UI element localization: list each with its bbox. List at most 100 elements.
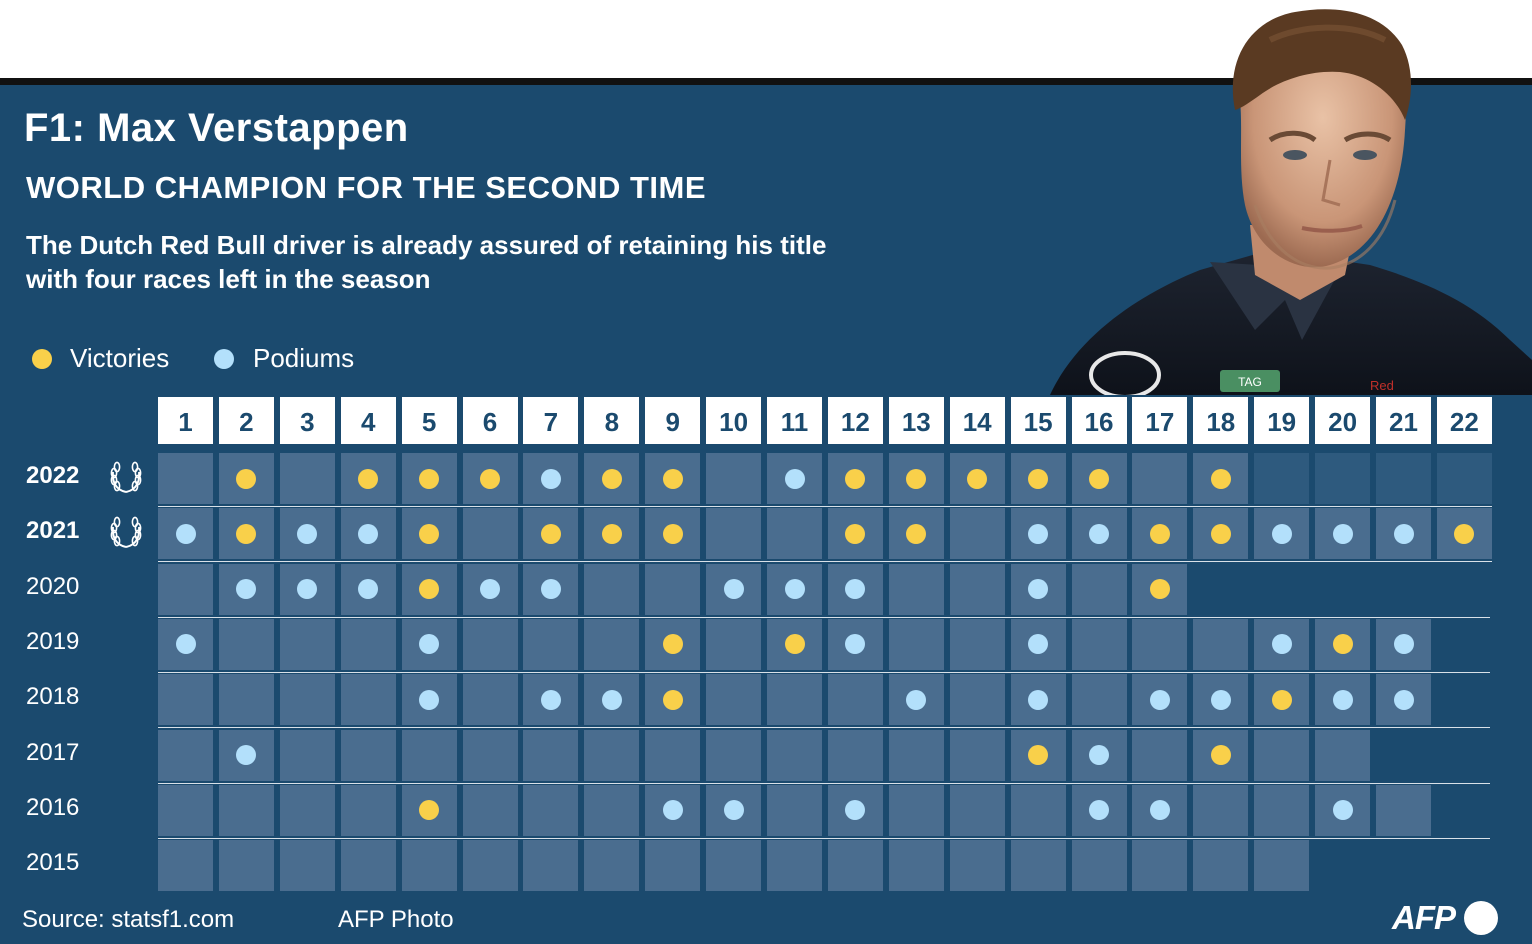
race-header: 15 — [1010, 397, 1066, 444]
podium-dot — [1028, 689, 1049, 710]
race-cell — [888, 618, 944, 670]
race-cell — [888, 840, 944, 892]
race-header: 5 — [401, 397, 457, 444]
legend-podium-dot — [214, 349, 234, 369]
victory-dot — [236, 468, 257, 489]
year-label: 2016 — [26, 793, 80, 821]
victory-dot — [1210, 745, 1231, 765]
podium-dot — [1393, 523, 1414, 544]
afp-logo-circle — [1464, 901, 1498, 935]
row-separator — [158, 837, 1490, 839]
race-cell — [158, 784, 213, 836]
page-title: F1: Max Verstappen — [24, 106, 409, 150]
race-cell — [462, 508, 518, 560]
race-header: 6 — [462, 397, 518, 444]
podium-dot — [1149, 800, 1170, 821]
afp-logo: AFP — [1392, 897, 1510, 941]
podium-dot — [175, 523, 196, 544]
podium-dot — [540, 468, 561, 489]
description-line-2: with four races left in the season — [26, 264, 431, 294]
victory-dot — [845, 523, 866, 544]
race-cell — [1193, 618, 1249, 670]
race-cell — [1132, 729, 1188, 781]
year-label: 2019 — [26, 627, 80, 655]
top-rule — [0, 78, 1532, 85]
race-cell — [584, 729, 640, 781]
victory-dot — [906, 468, 927, 489]
victory-dot — [662, 634, 683, 655]
race-cell — [462, 840, 518, 892]
laurel-wreath-icon — [110, 461, 142, 493]
race-cell — [1376, 784, 1431, 836]
race-cell — [158, 674, 213, 726]
race-cell — [584, 840, 640, 892]
race-cell — [949, 563, 1005, 615]
victory-dot — [1149, 579, 1170, 600]
podium-dot — [1149, 689, 1170, 710]
race-cell — [279, 840, 335, 892]
podium-dot — [601, 689, 622, 710]
race-header: 2 — [218, 397, 274, 444]
race-cell — [340, 840, 396, 892]
svg-text:TAG: TAG — [1238, 375, 1262, 389]
victory-dot — [1332, 634, 1353, 655]
victory-dot — [662, 689, 683, 710]
victory-dot — [845, 468, 866, 489]
podium-dot — [1089, 800, 1109, 821]
victory-dot — [1089, 468, 1109, 489]
race-cell — [218, 784, 274, 836]
legend-victory-label: Victories — [70, 343, 170, 373]
afp-logo-text: AFP — [1392, 899, 1456, 936]
race-header: 3 — [279, 397, 335, 444]
page-subtitle: WORLD CHAMPION FOR THE SECOND TIME — [26, 170, 707, 205]
race-header: 4 — [340, 397, 396, 444]
victory-dot — [1210, 523, 1231, 544]
podium-dot — [845, 634, 866, 655]
race-cell — [827, 840, 883, 892]
race-cell — [1132, 453, 1188, 504]
race-cell — [1010, 784, 1066, 836]
race-cell — [218, 674, 274, 726]
year-label: 2020 — [26, 572, 80, 600]
podium-dot — [236, 579, 257, 600]
race-cell — [340, 729, 396, 781]
race-cell — [401, 840, 457, 892]
race-cell — [1254, 784, 1310, 836]
description-line-1: The Dutch Red Bull driver is already ass… — [26, 230, 827, 260]
victory-dot — [419, 468, 440, 489]
victory-dot — [1454, 523, 1475, 544]
row-separator — [158, 561, 1492, 563]
race-cell — [827, 674, 883, 726]
race-cell — [1254, 729, 1310, 781]
race-header: 13 — [888, 397, 944, 444]
race-cell — [767, 729, 822, 781]
victory-dot — [1210, 468, 1231, 489]
podium-dot — [236, 745, 257, 765]
victory-dot — [540, 523, 561, 544]
podium-dot — [1028, 579, 1049, 600]
victory-dot — [236, 523, 257, 544]
victory-dot — [419, 579, 440, 600]
race-cell — [1132, 618, 1188, 670]
race-cell — [523, 784, 579, 836]
race-cell — [706, 508, 762, 560]
race-header: 17 — [1132, 397, 1188, 444]
race-cell — [523, 618, 579, 670]
victory-dot — [358, 468, 379, 489]
podium-dot — [540, 579, 561, 600]
race-cell — [706, 840, 762, 892]
race-header: 11 — [767, 397, 822, 444]
race-header: 21 — [1376, 397, 1431, 444]
race-cell — [1071, 674, 1127, 726]
row-separator — [158, 506, 1492, 507]
race-cell — [888, 729, 944, 781]
race-cell — [1315, 729, 1371, 781]
race-header: 20 — [1315, 397, 1371, 444]
victory-dot — [601, 468, 622, 489]
race-cell — [645, 729, 701, 781]
victory-dot — [1149, 523, 1170, 544]
race-cell — [1071, 840, 1127, 892]
photo-credit: AFP Photo — [338, 906, 454, 933]
row-separator — [158, 782, 1490, 784]
race-cell — [767, 508, 822, 560]
